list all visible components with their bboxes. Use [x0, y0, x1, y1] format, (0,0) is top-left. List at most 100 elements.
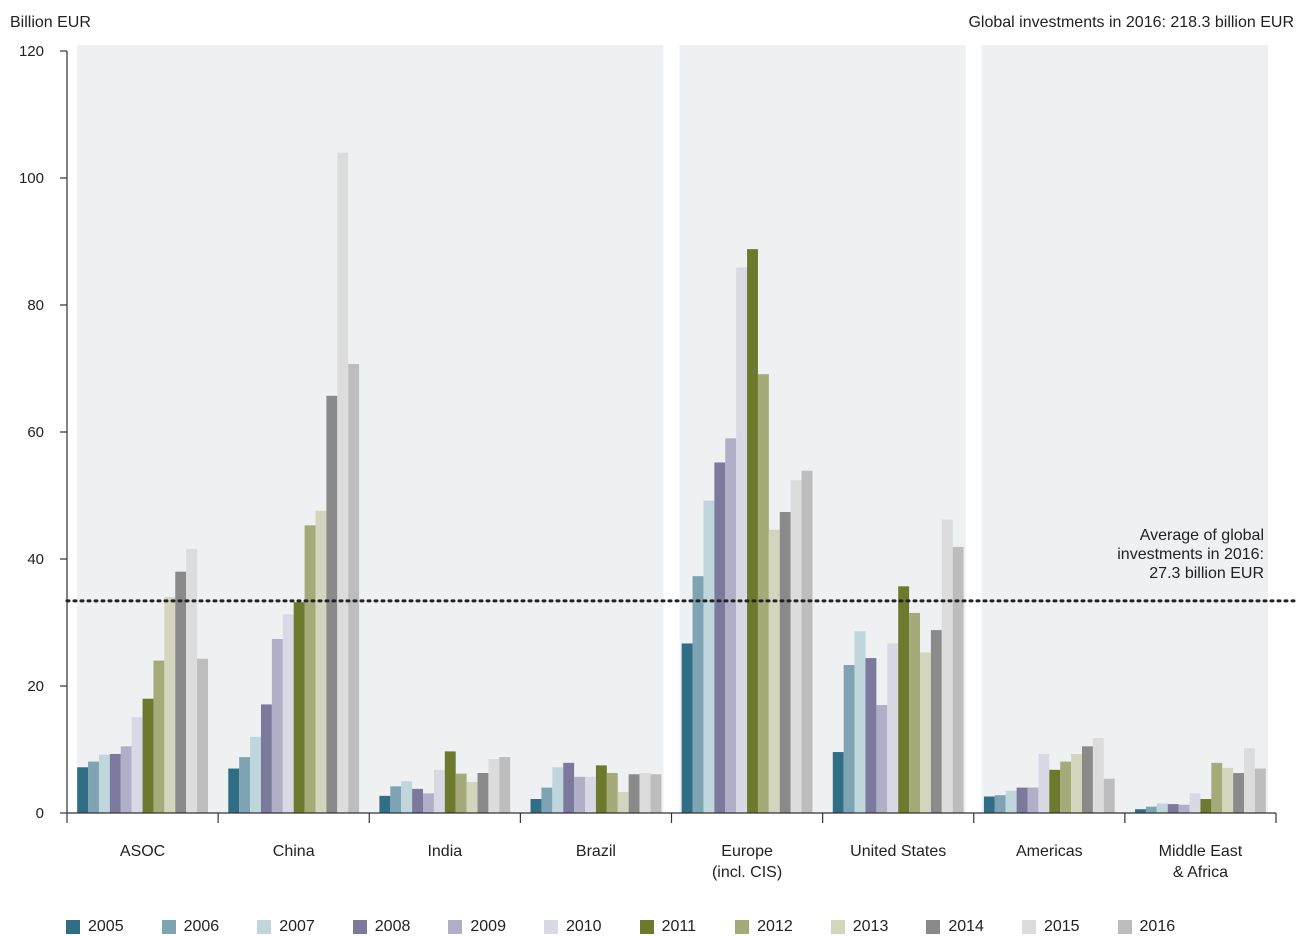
y-tick-label-0: 0: [36, 805, 44, 822]
bar-2016-cat-2: [499, 757, 511, 813]
legend-label: 2016: [1139, 918, 1176, 935]
panel-backgrounds: [77, 45, 1268, 813]
y-tick-label-80: 80: [27, 297, 44, 314]
legend-label: 2007: [279, 918, 315, 935]
bar-2007-cat-4: [703, 500, 715, 813]
legend-label: 2014: [948, 918, 984, 935]
category-label-line: & Africa: [1173, 864, 1228, 881]
bar-2014-cat-6: [1082, 746, 1093, 813]
bar-2012-cat-5: [909, 612, 920, 813]
category-label-line: Americas: [1016, 843, 1083, 860]
bar-2010-cat-6: [1038, 753, 1050, 813]
bar-2008-cat-1: [260, 704, 272, 813]
bar-2015-cat-0: [186, 548, 198, 813]
bar-2012-cat-3: [606, 773, 618, 813]
bar-2014-cat-0: [175, 571, 187, 813]
bar-2011-cat-4: [747, 249, 758, 813]
y-axis-unit-label: Billion EUR: [10, 14, 91, 31]
panel-background-3: [981, 45, 1268, 813]
legend-item-2005: 2005: [66, 918, 162, 936]
legend-item-2016: 2016: [1117, 918, 1214, 936]
category-label-line: (incl. CIS): [712, 864, 782, 881]
legend-label: 2009: [470, 918, 506, 935]
bar-2012-cat-2: [455, 773, 467, 813]
bar-2010-cat-3: [585, 776, 596, 813]
legend-item-2009: 2009: [448, 918, 544, 936]
x-axis-category-labels: ASOC China India Brazil Europe (incl. CIS) Uni…: [120, 843, 1243, 881]
bar-2015-cat-7: [1244, 748, 1255, 813]
bar-2006-cat-6: [994, 795, 1006, 813]
bar-2014-cat-1: [326, 395, 338, 813]
reference-line-label: 27.3 billion EUR: [1149, 565, 1264, 582]
bar-2005-cat-7: [1135, 809, 1146, 813]
bar-2015-cat-1: [337, 152, 349, 814]
bar-2006-cat-4: [692, 576, 704, 813]
bar-2010-cat-2: [433, 769, 445, 813]
bar-2008-cat-0: [109, 753, 121, 813]
bar-2005-cat-0: [77, 767, 89, 813]
bar-2013-cat-2: [466, 781, 478, 813]
legend-swatch: [352, 920, 367, 934]
legend-swatch: [735, 920, 750, 934]
average-reference-line: Average of global investments in 2016: 27.…: [65, 527, 1297, 603]
category-label-1: China: [273, 843, 315, 860]
bar-2005-cat-1: [228, 768, 240, 813]
bar-2008-cat-3: [563, 762, 575, 813]
bar-2005-cat-2: [379, 795, 391, 813]
bar-2012-cat-6: [1060, 761, 1072, 813]
bar-2010-cat-7: [1189, 793, 1201, 813]
bar-2008-cat-6: [1016, 787, 1028, 813]
legend-swatch: [1021, 920, 1036, 934]
legend-label: 2006: [183, 918, 220, 935]
bar-2010-cat-5: [887, 643, 899, 813]
reference-line-label: investments in 2016:: [1117, 546, 1264, 563]
legend-swatch: [161, 920, 176, 934]
bar-2016-cat-0: [197, 658, 208, 813]
category-label-line: Brazil: [576, 843, 616, 860]
bar-2009-cat-4: [725, 438, 737, 813]
bar-2015-cat-4: [790, 480, 802, 813]
bar-2009-cat-7: [1178, 804, 1190, 813]
legend-item-2012: 2012: [735, 918, 831, 936]
legend-label: 2005: [88, 918, 124, 935]
bar-2015-cat-6: [1092, 738, 1104, 813]
category-label-line: ASOC: [120, 843, 165, 860]
bar-2011-cat-3: [595, 765, 607, 814]
category-label-line: China: [273, 843, 315, 860]
bar-2005-cat-4: [681, 643, 693, 813]
bar-2008-cat-4: [714, 462, 726, 813]
y-tick-label-120: 120: [19, 43, 44, 60]
bar-2013-cat-5: [919, 652, 931, 813]
category-label-3: Brazil: [576, 843, 616, 860]
y-tick-label-20: 20: [27, 678, 44, 695]
bar-2016-cat-1: [348, 364, 360, 813]
bar-2007-cat-0: [98, 754, 110, 813]
bar-series-group: [77, 152, 1266, 814]
bar-2009-cat-6: [1027, 787, 1039, 813]
bar-2014-cat-5: [930, 630, 942, 813]
bar-2011-cat-0: [142, 698, 154, 813]
legend: 2005 2006 2007 2008 2009 2010 2011 2012 2013 2014…: [66, 918, 1213, 936]
legend-swatch: [926, 920, 941, 934]
bar-2011-cat-2: [444, 751, 456, 813]
global-investments-subtitle: Global investments in 2016: 218.3 billio…: [968, 14, 1294, 31]
bar-2006-cat-2: [390, 786, 402, 813]
bar-2006-cat-7: [1145, 806, 1157, 813]
legend-label: 2010: [565, 918, 602, 935]
y-tick-label-100: 100: [19, 170, 44, 187]
bar-2009-cat-1: [271, 639, 283, 813]
category-label-line: Europe: [721, 843, 773, 860]
bar-2016-cat-3: [650, 774, 662, 813]
legend-label: 2013: [852, 918, 889, 935]
legend-swatch: [448, 920, 463, 934]
bar-2006-cat-5: [843, 665, 855, 813]
category-label-5: United States: [850, 843, 946, 860]
legend-item-2006: 2006: [161, 918, 258, 936]
bar-2013-cat-1: [315, 510, 327, 813]
legend-label: 2012: [757, 918, 793, 935]
bar-2005-cat-5: [832, 752, 844, 813]
bar-2007-cat-1: [250, 736, 261, 813]
legend-item-2008: 2008: [352, 918, 449, 936]
category-label-4: Europe (incl. CIS): [712, 843, 782, 881]
bar-2012-cat-4: [757, 374, 769, 813]
